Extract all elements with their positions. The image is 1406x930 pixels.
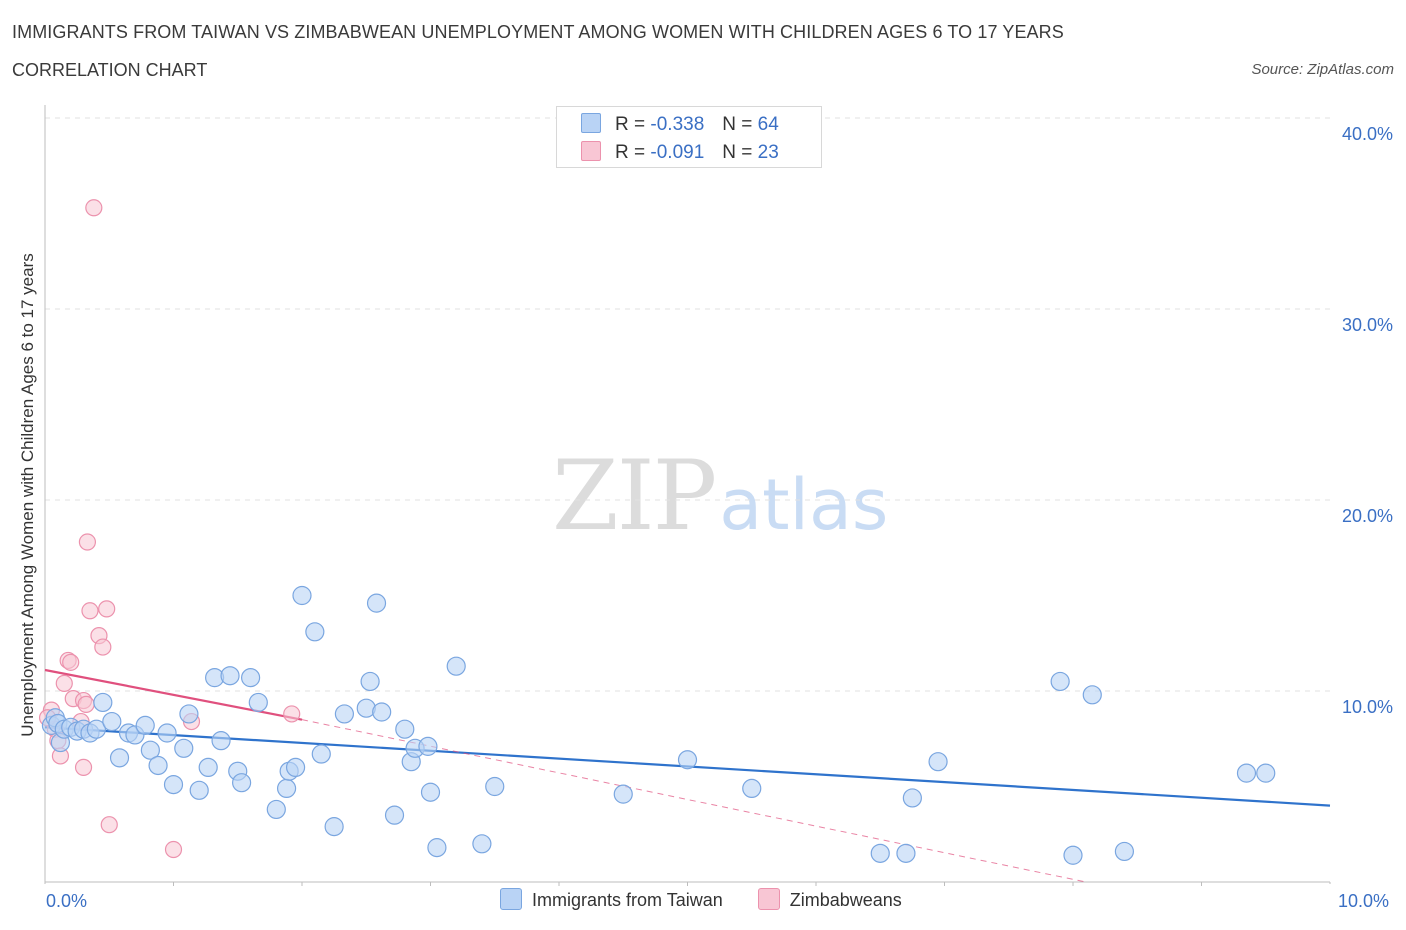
point-taiwan xyxy=(241,668,261,688)
y-tick-label: 40.0% xyxy=(1341,124,1393,144)
point-taiwan xyxy=(140,740,160,760)
point-taiwan xyxy=(896,843,916,863)
zimbabweans-points xyxy=(38,199,301,859)
taiwan-points xyxy=(41,585,1276,865)
point-taiwan xyxy=(109,748,130,768)
point-taiwan xyxy=(420,782,441,802)
point-taiwan xyxy=(198,757,218,778)
point-taiwan xyxy=(1082,685,1102,705)
point-taiwan xyxy=(276,778,297,799)
point-taiwan xyxy=(472,834,492,854)
point-taiwan xyxy=(742,778,762,799)
point-taiwan xyxy=(360,671,380,692)
legend-n-label: N = xyxy=(722,142,753,163)
point-taiwan xyxy=(211,731,231,751)
legend-r-label: R = xyxy=(615,114,646,135)
point-taiwan xyxy=(266,799,286,820)
point-zimbabweans xyxy=(98,600,116,618)
legend-swatch-zim xyxy=(581,141,601,161)
legend-item-taiwan[interactable]: Immigrants from Taiwan xyxy=(500,888,723,911)
point-taiwan xyxy=(163,774,184,795)
point-zimbabweans xyxy=(74,758,93,777)
chart-subtitle: CORRELATION CHART xyxy=(12,60,208,80)
point-taiwan xyxy=(677,750,698,770)
point-taiwan xyxy=(324,817,344,837)
legend-swatch-taiwan xyxy=(500,888,522,910)
point-taiwan xyxy=(189,780,209,800)
correlation-legend: R = -0.338 N = 64 R = -0.091 N = 23 xyxy=(556,106,822,168)
grid-lines xyxy=(45,117,1330,692)
point-zimbabweans xyxy=(100,816,118,834)
point-taiwan xyxy=(1236,763,1257,783)
point-taiwan xyxy=(232,773,252,793)
point-taiwan xyxy=(93,692,113,713)
source-credit: Source: ZipAtlas.com xyxy=(1251,61,1394,78)
axes xyxy=(44,105,1331,886)
point-taiwan xyxy=(870,843,890,863)
y-tick-label: 30.0% xyxy=(1341,315,1393,335)
point-taiwan xyxy=(157,723,177,743)
legend-r-value-taiwan: -0.338 xyxy=(650,114,705,135)
point-zimbabweans xyxy=(81,602,99,620)
point-taiwan xyxy=(902,788,922,808)
point-taiwan xyxy=(86,719,107,739)
point-zimbabweans xyxy=(77,695,95,713)
y-axis-label: Unemployment Among Women with Children A… xyxy=(18,253,37,737)
point-taiwan xyxy=(1063,845,1083,865)
legend-swatch-taiwan xyxy=(581,113,601,133)
point-taiwan xyxy=(220,666,240,686)
point-taiwan xyxy=(248,692,268,713)
legend-row-taiwan: R = -0.338 N = 64 xyxy=(581,113,779,137)
legend-row-zim: R = -0.091 N = 23 xyxy=(581,141,779,165)
legend-swatch-zim xyxy=(757,888,780,910)
point-taiwan xyxy=(366,593,387,613)
point-taiwan xyxy=(102,711,122,732)
point-zimbabweans xyxy=(85,199,103,217)
point-zimbabweans xyxy=(164,840,183,859)
series-legend: Immigrants from Taiwan Zimbabweans xyxy=(500,888,932,911)
point-taiwan xyxy=(1050,671,1070,692)
x-tick-max: 10.0% xyxy=(1338,891,1390,911)
legend-label-zim: Zimbabweans xyxy=(789,890,902,910)
point-taiwan xyxy=(179,704,199,724)
point-taiwan xyxy=(485,776,505,797)
point-taiwan xyxy=(427,838,447,858)
point-taiwan xyxy=(613,784,633,804)
point-taiwan xyxy=(928,752,948,772)
point-taiwan xyxy=(446,656,466,676)
point-taiwan xyxy=(311,744,331,764)
point-taiwan xyxy=(372,702,392,722)
point-taiwan xyxy=(384,805,405,825)
point-taiwan xyxy=(174,738,194,758)
point-taiwan xyxy=(1114,841,1135,862)
point-taiwan xyxy=(292,585,312,606)
point-taiwan xyxy=(305,622,325,642)
point-taiwan xyxy=(334,704,355,724)
point-taiwan xyxy=(148,755,168,776)
point-taiwan xyxy=(395,719,415,739)
legend-label-taiwan: Immigrants from Taiwan xyxy=(532,890,723,910)
point-taiwan xyxy=(1256,763,1276,783)
point-taiwan xyxy=(285,757,306,778)
point-zimbabweans xyxy=(94,638,112,656)
x-tick-min: 0.0% xyxy=(46,891,88,911)
legend-item-zim[interactable]: Zimbabweans xyxy=(757,888,902,911)
y-tick-label: 10.0% xyxy=(1341,697,1393,717)
point-zimbabweans xyxy=(62,653,80,671)
point-zimbabweans xyxy=(55,674,73,692)
legend-n-value-taiwan: 64 xyxy=(757,114,779,135)
point-zimbabweans xyxy=(78,533,97,551)
legend-n-label: N = xyxy=(722,114,753,135)
point-taiwan xyxy=(418,736,438,756)
legend-r-label: R = xyxy=(615,142,646,163)
legend-n-value-zim: 23 xyxy=(757,142,779,163)
point-taiwan xyxy=(135,715,155,735)
legend-r-value-zim: -0.091 xyxy=(650,142,705,163)
chart-title: IMMIGRANTS FROM TAIWAN VS ZIMBABWEAN UNE… xyxy=(12,22,1064,42)
point-zimbabweans xyxy=(283,705,301,723)
y-tick-label: 20.0% xyxy=(1341,506,1393,526)
